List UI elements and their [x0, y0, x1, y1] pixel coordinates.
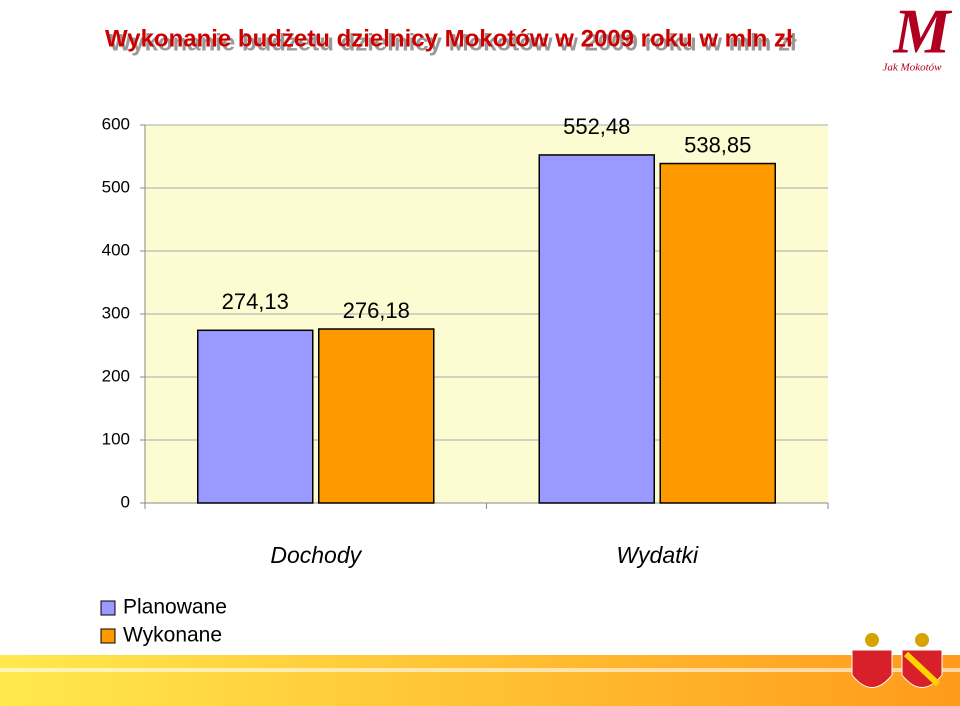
coats-of-arms — [851, 633, 943, 688]
data-label: 552,48 — [563, 114, 630, 139]
bar — [197, 329, 314, 504]
data-label: 274,13 — [222, 289, 289, 314]
y-tick-label: 500 — [102, 177, 130, 196]
y-tick-label: 0 — [121, 492, 130, 511]
chart-title: Wykonanie budżetu dzielnicy Mokotów w 20… — [105, 25, 793, 52]
y-tick-label: 300 — [102, 303, 130, 322]
legend-swatch — [100, 628, 116, 644]
y-tick-label: 400 — [102, 240, 130, 259]
x-tick-label: Wydatki — [616, 542, 699, 568]
logo: M Jak Mokotów — [883, 0, 953, 74]
footer-band — [0, 655, 960, 706]
bar — [538, 154, 655, 504]
legend-label: Wykonane — [123, 624, 222, 647]
logo-text: Jak Mokotów — [883, 62, 943, 74]
bar — [318, 328, 435, 504]
y-tick-label: 600 — [102, 114, 130, 133]
title-shadow: Wykonanie budżetu dzielnicy Mokotów w 20… — [109, 29, 797, 56]
y-tick-label: 100 — [102, 429, 130, 448]
data-label: 276,18 — [343, 298, 410, 323]
legend-label: Planowane — [123, 596, 227, 619]
data-label: 538,85 — [684, 132, 751, 157]
legend-swatch — [100, 600, 116, 616]
y-tick-label: 200 — [102, 366, 130, 385]
footer-stripe — [0, 668, 960, 672]
bar — [659, 162, 776, 504]
logo-letter: M — [893, 0, 953, 67]
x-tick-label: Dochody — [270, 542, 362, 568]
